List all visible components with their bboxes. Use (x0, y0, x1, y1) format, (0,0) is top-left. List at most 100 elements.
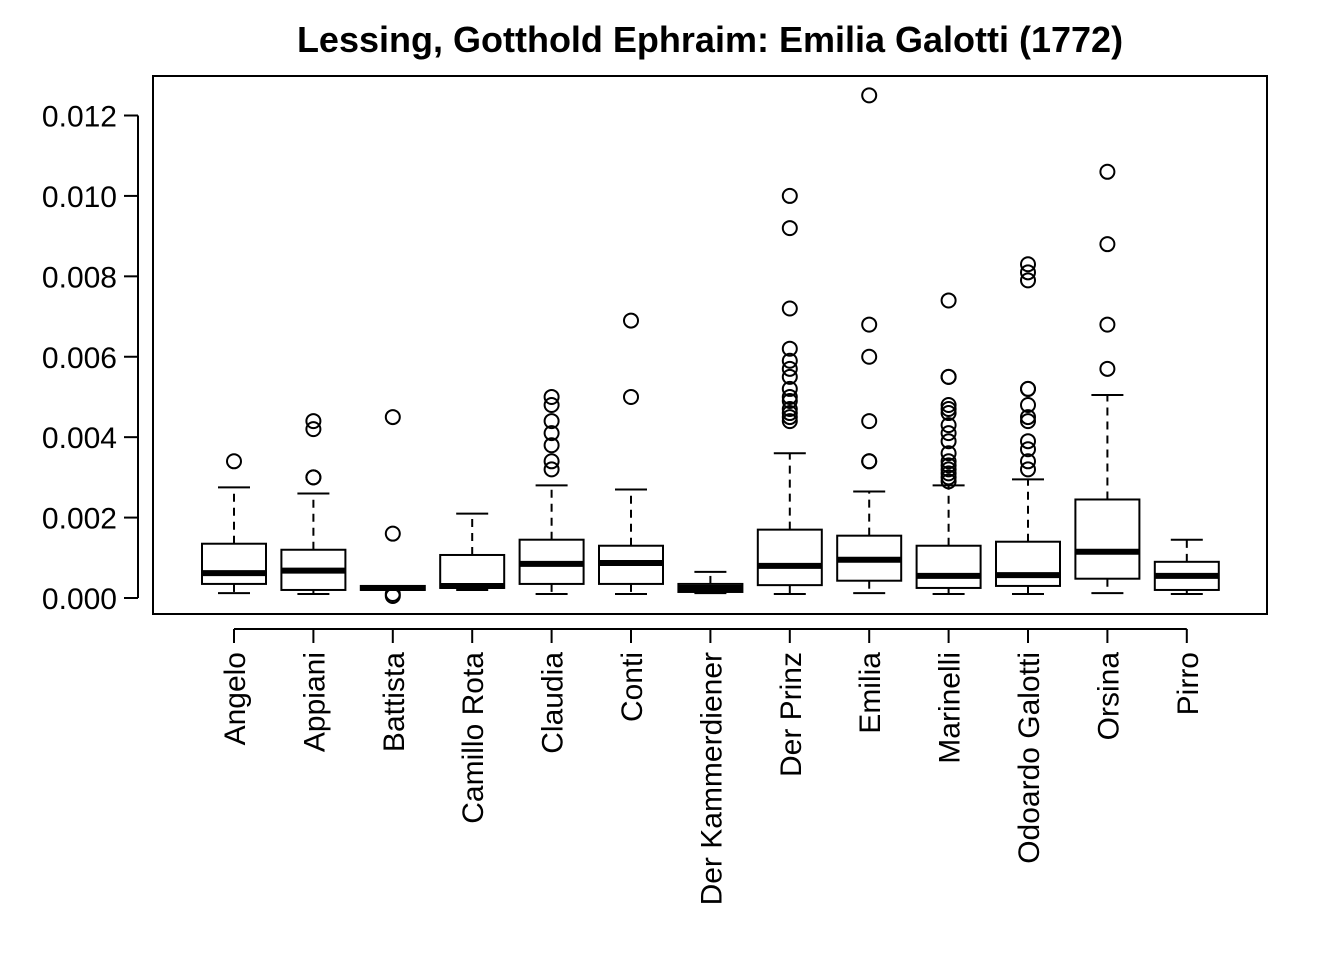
outlier-point (781, 187, 798, 204)
box-battista (359, 409, 426, 604)
box-pirro (1153, 538, 1220, 595)
outlier-point (305, 413, 322, 430)
outlier-point (384, 409, 401, 426)
outlier-point (781, 380, 798, 397)
box-odoardo-galotti (995, 256, 1061, 595)
boxes-group (201, 87, 1220, 604)
iqr-box (915, 544, 982, 589)
outlier-point (623, 312, 639, 329)
x-tick-label: Der Prinz (775, 652, 808, 777)
box-angelo (201, 453, 267, 595)
outlier-point (861, 413, 878, 430)
x-tick-label: Marinelli (934, 652, 967, 764)
outlier-point (940, 425, 957, 442)
outlier-point (1020, 409, 1036, 426)
outlier-point (940, 465, 957, 482)
plot-frame (152, 75, 1268, 615)
outlier-point (940, 445, 957, 462)
outlier-point (1020, 264, 1036, 281)
x-tick-label: Odoardo Galotti (1013, 652, 1046, 864)
box-der-prinz (756, 187, 823, 595)
outlier-point (543, 397, 560, 413)
y-tick-label: 0.000 (42, 583, 117, 616)
outlier-point (1020, 397, 1036, 413)
y-tick-label: 0.002 (42, 503, 117, 536)
y-axis: 0.000 0.002 0.004 0.006 0.008 0.010 0.012 (42, 101, 139, 616)
outlier-point (543, 461, 560, 478)
outlier-point (305, 421, 322, 438)
outlier-point (940, 473, 957, 490)
outlier-point (781, 392, 798, 409)
outlier-point (781, 405, 798, 422)
outlier-point (781, 220, 798, 237)
x-tick-label: Pirro (1172, 652, 1205, 715)
outlier-point (861, 316, 878, 333)
box-appiani (280, 413, 347, 595)
box-claudia (518, 388, 585, 595)
y-tick-label: 0.008 (42, 261, 117, 294)
iqr-box (1074, 498, 1141, 580)
x-tick-label: Battista (378, 652, 411, 752)
outlier-point (781, 413, 798, 430)
chart-title: Lessing, Gotthold Ephraim: Emilia Galott… (297, 19, 1123, 60)
box-conti (598, 312, 664, 595)
outlier-point (384, 585, 401, 602)
outlier-point (1020, 272, 1036, 289)
outlier-point (1099, 360, 1116, 377)
outlier-point (1020, 433, 1036, 450)
outlier-point (1099, 163, 1116, 180)
box-der-kammerdiener (677, 570, 744, 595)
x-tick-label: Appiani (298, 652, 331, 752)
outlier-point (781, 368, 798, 385)
iqr-box (201, 542, 267, 585)
outlier-point (1020, 380, 1036, 397)
outlier-point (940, 461, 957, 478)
outlier-point (1020, 441, 1036, 458)
outlier-point (543, 388, 560, 405)
x-axis: Angelo Appiani Battista Camillo Rota Claudia… (219, 628, 1205, 905)
outlier-point (781, 300, 798, 317)
outlier-point (940, 417, 957, 434)
outlier-point (940, 453, 957, 470)
box-marinelli (915, 292, 982, 595)
outlier-point (940, 433, 957, 450)
x-tick-label: Conti (616, 652, 649, 722)
outlier-point (940, 405, 957, 422)
outlier-point (1020, 461, 1036, 478)
outlier-point (940, 368, 957, 385)
x-tick-label: Claudia (537, 652, 570, 754)
outlier-point (940, 457, 957, 474)
box-camillo-rota (439, 512, 506, 591)
x-tick-label: Camillo Rota (457, 652, 490, 824)
y-tick-label: 0.004 (42, 422, 117, 455)
outlier-point (781, 352, 798, 369)
outlier-point (861, 87, 878, 104)
outlier-point (1020, 413, 1036, 430)
outlier-point (1020, 453, 1036, 470)
outlier-point (1099, 236, 1116, 253)
outlier-point (781, 401, 798, 418)
outlier-point (781, 340, 798, 357)
outlier-point (781, 360, 798, 377)
outlier-point (940, 401, 957, 418)
x-tick-label: Angelo (219, 652, 252, 745)
outlier-point (861, 348, 878, 365)
outlier-point (384, 525, 401, 542)
outlier-point (940, 292, 957, 309)
y-tick-label: 0.006 (42, 342, 117, 375)
outlier-point (940, 397, 957, 413)
box-emilia (836, 87, 903, 595)
outlier-point (543, 425, 560, 442)
outlier-point (861, 453, 878, 470)
box-orsina (1074, 163, 1141, 595)
x-tick-label: Emilia (854, 652, 887, 734)
outlier-point (543, 453, 560, 470)
outlier-point (305, 469, 322, 486)
x-tick-label: Der Kammerdiener (695, 652, 728, 905)
y-tick-label: 0.010 (42, 181, 117, 214)
iqr-box (995, 540, 1061, 587)
outlier-point (1020, 256, 1036, 273)
outlier-point (940, 469, 957, 486)
